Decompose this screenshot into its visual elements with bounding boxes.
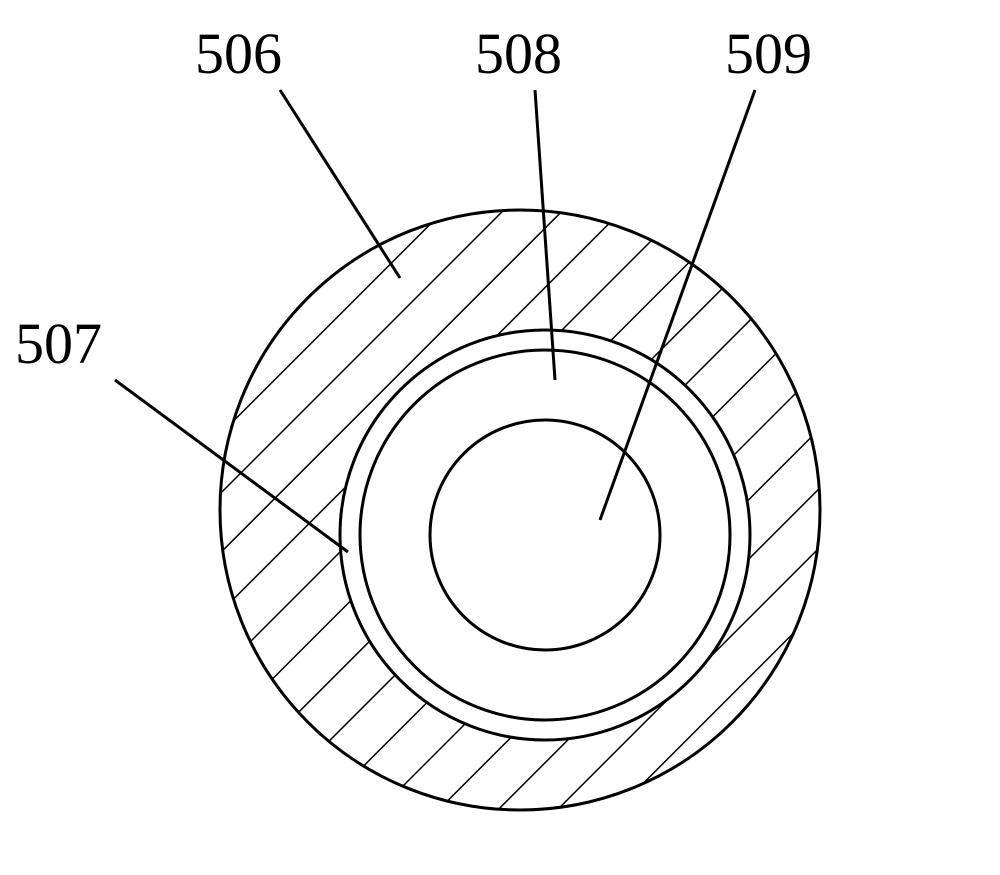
diagram-svg [0,0,1000,875]
label-509: 509 [725,20,812,87]
label-506: 506 [195,20,282,87]
label-507: 507 [15,310,102,377]
middle-ring [340,330,750,740]
label-508: 508 [475,20,562,87]
